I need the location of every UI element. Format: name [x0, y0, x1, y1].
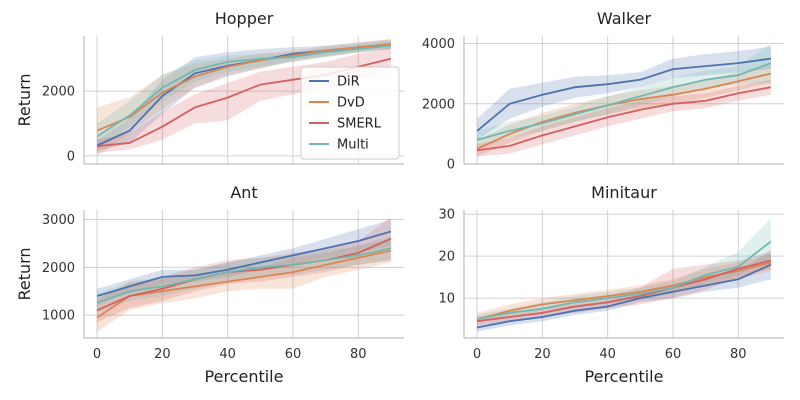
band-dir	[477, 46, 771, 140]
legend-label-smerl: SMERL	[337, 117, 382, 132]
y-tick-label: 1000	[42, 309, 75, 324]
panel-title: Walker	[597, 9, 652, 28]
band-dir	[97, 39, 391, 152]
line-smerl	[476, 259, 772, 323]
panel-ant: 1000 2000 3000 0 20 40 60 80 Ant Return Percentile	[15, 183, 404, 386]
line-smerl	[476, 86, 772, 152]
line-dvd	[96, 249, 392, 319]
line-dir	[476, 57, 772, 132]
grid	[84, 210, 404, 338]
x-tick-label: 40	[219, 347, 236, 362]
band-multi	[97, 236, 391, 313]
band-multi	[477, 43, 771, 149]
x-tick-label: 80	[350, 347, 367, 362]
y-tick-label: 2000	[42, 261, 75, 276]
band-dvd	[477, 254, 771, 324]
y-tick-label: 3000	[42, 213, 75, 228]
line-multi	[96, 247, 392, 304]
y-tick-label: 10	[438, 292, 455, 307]
y-tick-label: 2000	[42, 85, 75, 100]
x-tick-label: 0	[93, 347, 101, 362]
y-axis-label: Return	[15, 247, 34, 300]
y-tick-label: 2000	[422, 97, 455, 112]
y-tick-label: 4000	[422, 37, 455, 52]
x-tick-label: 20	[534, 347, 551, 362]
panel-title: Minitaur	[591, 183, 657, 202]
x-tick-label: 60	[665, 347, 682, 362]
y-axis-label: Return	[15, 73, 34, 126]
panel-walker: 0 2000 4000 Walker	[422, 9, 784, 173]
line-multi	[96, 44, 391, 138]
x-tick-label: 0	[473, 347, 481, 362]
x-tick-label: 60	[285, 347, 302, 362]
legend-box	[300, 66, 400, 160]
band-smerl	[477, 79, 771, 157]
band-dvd	[477, 64, 771, 157]
x-tick-label: 80	[730, 347, 747, 362]
y-tick-label: 20	[438, 250, 455, 265]
panel-hopper: 0 2000 Hopper Return DiR DvD SMERL Multi	[15, 9, 404, 165]
x-tick-label: 20	[154, 347, 171, 362]
line-dir	[96, 230, 392, 297]
line-smerl	[96, 237, 392, 312]
line-dir	[476, 263, 772, 329]
y-tick-label: 30	[438, 208, 455, 223]
line-multi	[476, 62, 772, 141]
legend-label-multi: Multi	[337, 138, 369, 153]
legend: DiR DvD SMERL Multi	[300, 66, 400, 160]
line-dvd	[96, 43, 391, 132]
panel-title: Hopper	[215, 9, 274, 28]
x-axis-label: Percentile	[585, 367, 664, 386]
line-multi	[476, 240, 772, 320]
panel-minitaur: 10 20 30 0 20 40 60 80 Minitaur Percentile	[438, 183, 784, 386]
x-tick-label: 40	[599, 347, 616, 362]
band-dir	[97, 219, 391, 304]
panel-title: Ant	[230, 183, 257, 202]
y-tick-label: 0	[67, 149, 75, 164]
band-multi	[477, 218, 771, 324]
x-axis-label: Percentile	[205, 367, 284, 386]
legend-label-dvd: DvD	[337, 96, 365, 111]
legend-label-dir: DiR	[337, 75, 360, 90]
y-tick-label: 0	[447, 158, 455, 173]
